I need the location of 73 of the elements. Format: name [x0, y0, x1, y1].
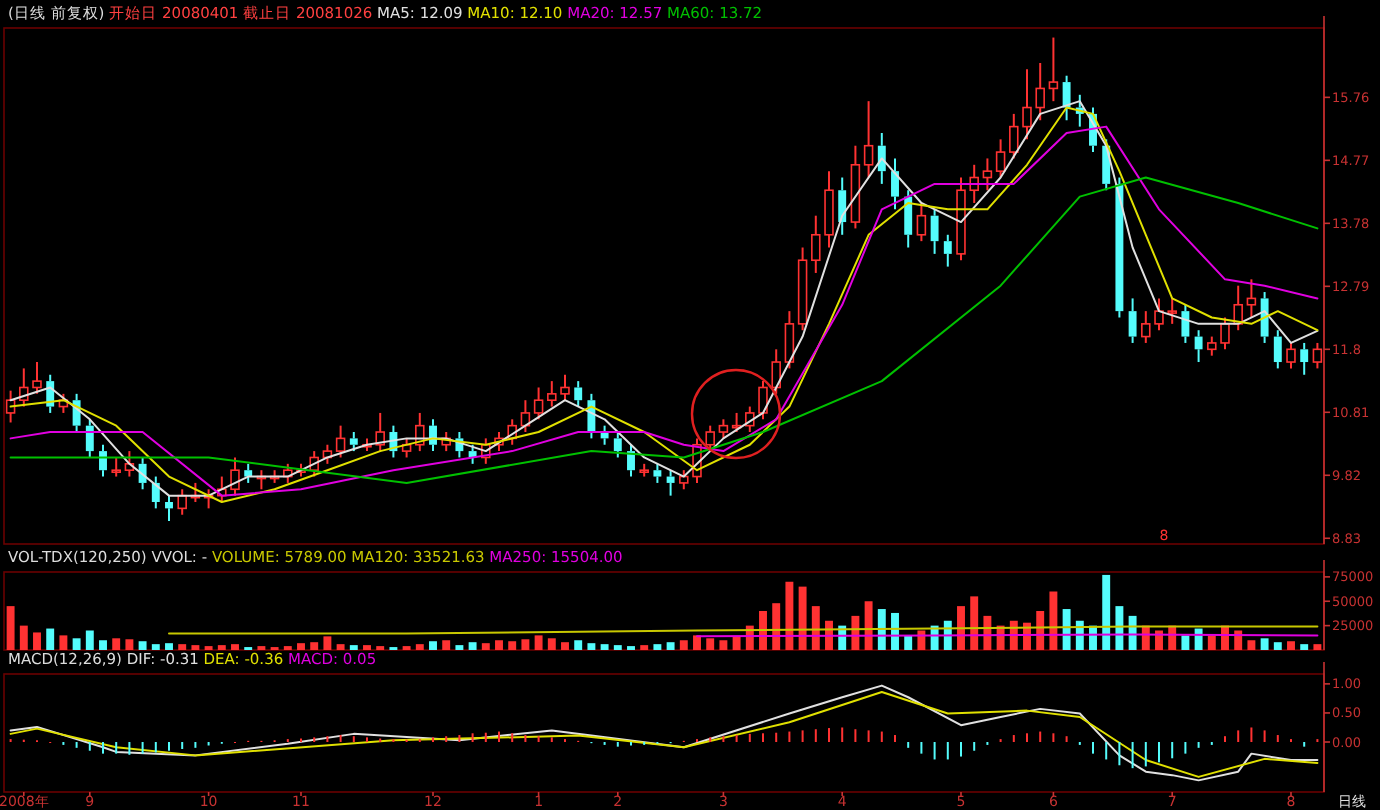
bar: [442, 640, 451, 650]
bar: [99, 640, 107, 650]
candlestick: [1194, 329, 1203, 364]
bar: [521, 639, 530, 650]
bar: [1062, 609, 1071, 650]
bar: [1181, 635, 1190, 650]
bar: [600, 644, 609, 650]
bar: [534, 635, 543, 650]
bar: [811, 606, 820, 650]
candlestick: [1128, 297, 1137, 344]
bar: [666, 642, 675, 650]
bar: [693, 635, 701, 650]
candlestick: [481, 437, 491, 465]
bar: [587, 643, 596, 650]
bar: [151, 644, 160, 650]
bar: [1049, 591, 1058, 650]
bar: [429, 641, 437, 650]
bar: [561, 642, 569, 650]
line-series: [9, 176, 1319, 484]
bar: [415, 644, 424, 650]
bar: [970, 596, 979, 650]
bar: [165, 643, 173, 650]
bar: [785, 581, 794, 650]
bar: [679, 640, 688, 650]
candlestick: [1273, 329, 1282, 370]
bar: [1273, 642, 1282, 650]
bar: [653, 644, 662, 650]
bar: [772, 603, 781, 650]
bar: [957, 606, 965, 650]
bar: [72, 638, 81, 650]
bar: [706, 638, 715, 650]
bar: [1102, 574, 1111, 650]
bar: [481, 643, 490, 650]
bar: [125, 639, 134, 650]
bar: [732, 636, 741, 650]
bar: [1287, 641, 1295, 650]
bar: [310, 642, 319, 650]
bar: [719, 640, 728, 650]
bar: [508, 641, 517, 650]
bar: [877, 609, 886, 650]
bar: [323, 636, 332, 650]
bar: [178, 644, 187, 650]
candlestick: [99, 443, 107, 478]
candlestick: [1300, 341, 1309, 376]
bar: [547, 638, 556, 650]
bar: [468, 642, 477, 650]
bar: [1313, 644, 1322, 650]
bar: [231, 644, 239, 650]
bar: [19, 625, 28, 650]
bar: [1207, 635, 1216, 650]
bar: [138, 641, 147, 650]
candlestick: [177, 488, 187, 516]
bar: [1260, 638, 1269, 650]
bar: [33, 632, 41, 650]
candlestick: [1115, 176, 1124, 319]
candlestick: [1048, 36, 1059, 103]
bar: [85, 630, 94, 650]
bar: [904, 635, 913, 650]
bar: [1115, 606, 1124, 650]
bar: [112, 638, 121, 650]
bar: [1300, 644, 1309, 650]
bar: [59, 635, 68, 650]
bar: [6, 606, 15, 650]
bar: [297, 643, 305, 650]
bar: [1247, 640, 1256, 650]
bar: [798, 586, 807, 650]
bar: [495, 640, 503, 650]
bar: [574, 640, 583, 650]
bar: [864, 601, 873, 650]
bar: [46, 628, 55, 650]
candlestick: [838, 176, 847, 236]
bar: [336, 644, 345, 650]
candlestick: [943, 233, 952, 268]
